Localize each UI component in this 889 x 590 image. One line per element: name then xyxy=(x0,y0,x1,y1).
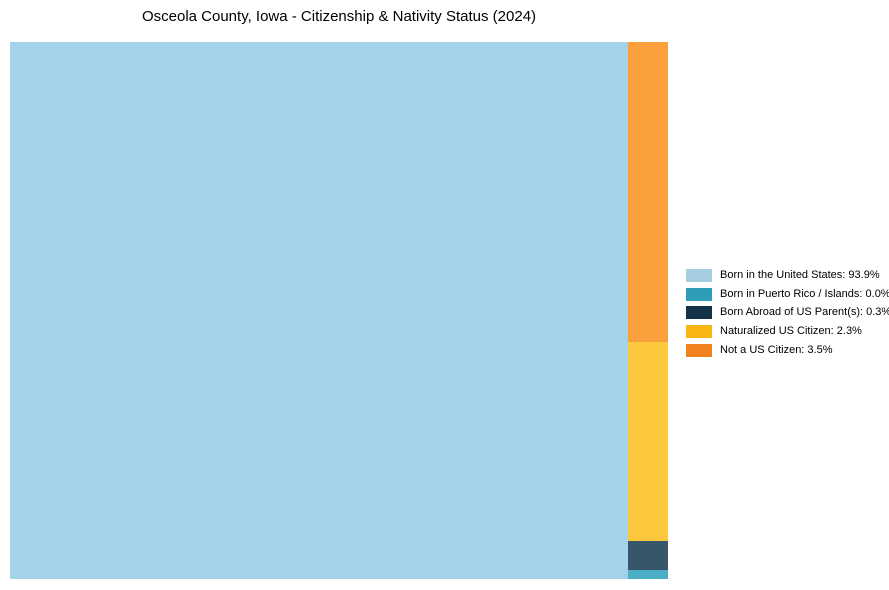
legend-item: Naturalized US Citizen: 2.3% xyxy=(686,322,889,341)
treemap-tile-not-a-us-citizen xyxy=(628,42,668,342)
legend-swatch xyxy=(686,268,712,282)
legend: Born in the United States: 93.9% Born in… xyxy=(686,266,889,359)
treemap-tile-born-in-us xyxy=(10,42,628,579)
legend-label: Born Abroad of US Parent(s): 0.3% xyxy=(720,306,889,319)
legend-item: Born in the United States: 93.9% xyxy=(686,266,889,285)
legend-swatch xyxy=(686,306,712,320)
legend-label: Not a US Citizen: 3.5% xyxy=(720,343,833,356)
legend-label: Naturalized US Citizen: 2.3% xyxy=(720,324,862,337)
treemap-minor-column xyxy=(628,42,668,579)
legend-item: Born in Puerto Rico / Islands: 0.0% xyxy=(686,285,889,304)
treemap-tile-born-abroad xyxy=(628,541,668,570)
legend-label: Born in Puerto Rico / Islands: 0.0% xyxy=(720,287,889,300)
treemap-tile-naturalized-citizen xyxy=(628,342,668,541)
legend-item: Not a US Citizen: 3.5% xyxy=(686,341,889,360)
treemap-tile-puerto-rico xyxy=(628,570,668,579)
chart-title: Osceola County, Iowa - Citizenship & Nat… xyxy=(141,8,537,25)
legend-swatch xyxy=(686,343,712,357)
legend-swatch xyxy=(686,324,712,338)
legend-item: Born Abroad of US Parent(s): 0.3% xyxy=(686,303,889,322)
treemap-plot xyxy=(10,42,668,579)
legend-label: Born in the United States: 93.9% xyxy=(720,268,880,281)
legend-swatch xyxy=(686,287,712,301)
